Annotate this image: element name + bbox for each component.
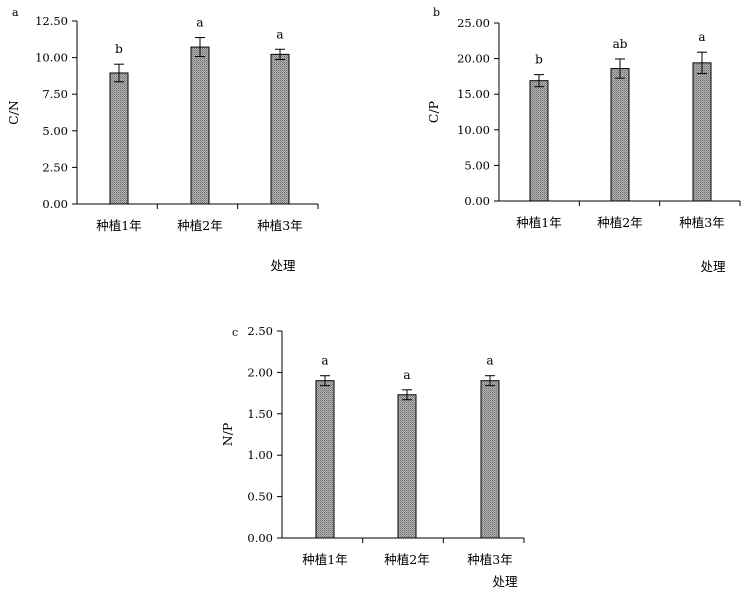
error-bar xyxy=(534,74,544,88)
y-tick-label: 12.50 xyxy=(35,14,68,28)
y-axis-title: C/N xyxy=(6,100,21,125)
significance-label: a xyxy=(698,30,705,44)
significance-label: a xyxy=(196,16,203,30)
x-tick-label: 种植3年 xyxy=(467,552,512,567)
bar xyxy=(190,46,210,205)
error-bar xyxy=(275,48,285,61)
bar xyxy=(270,53,290,205)
panel-label: c xyxy=(232,326,238,339)
x-tick-label: 种植1年 xyxy=(516,215,561,230)
y-tick-label: 0.00 xyxy=(464,194,490,208)
y-tick-label: 0.50 xyxy=(247,490,273,504)
error-bar xyxy=(195,37,205,58)
y-tick-label: 0.00 xyxy=(247,531,273,545)
error-bar xyxy=(320,375,330,387)
y-tick-label: 10.00 xyxy=(457,123,490,137)
y-tick-label: 5.00 xyxy=(464,158,490,172)
y-tick-label: 7.50 xyxy=(42,87,68,101)
y-tick-label: 5.00 xyxy=(42,124,68,138)
x-tick-label: 种植2年 xyxy=(177,218,222,233)
y-tick-label: 15.00 xyxy=(457,87,490,101)
bar xyxy=(397,394,417,539)
error-bar xyxy=(402,389,412,401)
y-axis-title: C/P xyxy=(426,101,441,123)
x-axis-title: 处理 xyxy=(700,259,726,274)
bar xyxy=(315,380,335,539)
y-tick-label: 1.50 xyxy=(247,407,273,421)
bar xyxy=(610,68,630,202)
y-tick-label: 2.00 xyxy=(247,365,273,379)
y-tick-label: 0.00 xyxy=(42,197,68,211)
y-axis-title: N/P xyxy=(220,423,235,447)
x-tick-label: 种植1年 xyxy=(302,552,347,567)
y-tick-label: 25.00 xyxy=(457,16,490,30)
y-tick-label: 10.00 xyxy=(35,51,68,65)
significance-label: a xyxy=(403,368,410,382)
y-tick-label: 2.50 xyxy=(42,160,68,174)
significance-label: a xyxy=(276,27,283,41)
chart-panel-b: 0.005.0010.0015.0020.0025.00b种植1年ab种植2年a… xyxy=(426,6,741,274)
y-tick-label: 20.00 xyxy=(457,52,490,66)
significance-label: b xyxy=(535,53,543,67)
x-tick-label: 种植3年 xyxy=(257,218,302,233)
error-bar xyxy=(615,58,625,79)
bar xyxy=(109,72,129,205)
y-tick-label: 1.00 xyxy=(247,448,273,462)
error-bar xyxy=(697,51,707,75)
significance-label: a xyxy=(486,354,493,368)
x-tick-label: 种植2年 xyxy=(384,552,429,567)
x-tick-label: 种植2年 xyxy=(597,215,642,230)
significance-label: b xyxy=(115,42,123,56)
y-tick-label: 2.50 xyxy=(247,324,273,338)
significance-label: a xyxy=(321,354,328,368)
bar xyxy=(692,62,712,202)
error-bar xyxy=(485,375,495,387)
x-tick-label: 种植3年 xyxy=(679,215,724,230)
x-axis-title: 处理 xyxy=(270,258,296,273)
x-tick-label: 种植1年 xyxy=(96,218,141,233)
bar xyxy=(480,380,500,539)
significance-label: ab xyxy=(613,37,628,51)
panel-label: a xyxy=(12,6,19,19)
chart-panel-a: 0.00 2.50 5.00 7.50 10.00 12.50 b 种植1年 a 种植2年 a 种植3… xyxy=(6,6,319,273)
chart-panel-c: 0.00 0.50 1.00 1.50 2.00 2.50 a 种植1年 a 种植2年 a 种植3年处… xyxy=(220,324,525,589)
error-bar xyxy=(114,63,124,83)
x-axis-title: 处理 xyxy=(492,574,518,589)
bar xyxy=(529,80,549,202)
panel-label: b xyxy=(433,6,440,19)
